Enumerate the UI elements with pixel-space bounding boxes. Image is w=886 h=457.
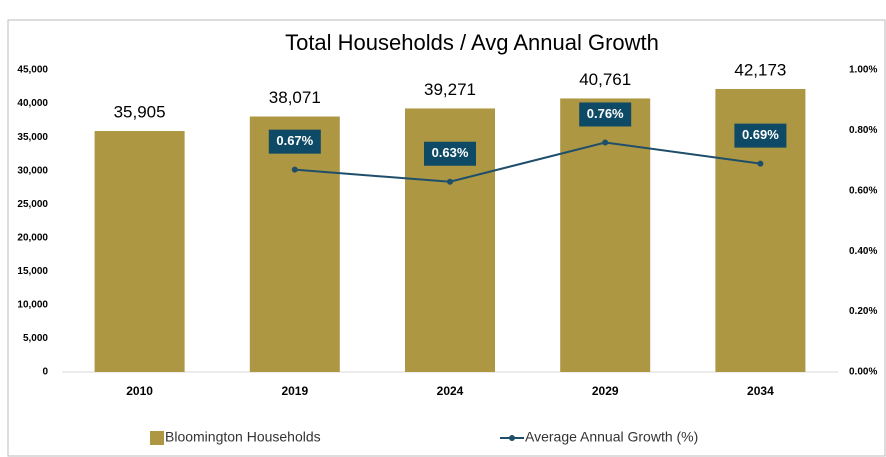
y-tick-label: 35,000 bbox=[17, 132, 48, 143]
x-tick-label: 2034 bbox=[747, 384, 774, 398]
bar bbox=[94, 131, 185, 372]
x-tick-label: 2029 bbox=[592, 384, 619, 398]
bar-value-label: 38,071 bbox=[269, 88, 321, 107]
y2-tick-label: 0.80% bbox=[849, 125, 877, 136]
legend-point bbox=[509, 435, 515, 441]
label-box bbox=[268, 129, 321, 154]
bar bbox=[249, 116, 340, 373]
y2-tick-label: 0.00% bbox=[849, 367, 877, 378]
bar-value-label: 40,761 bbox=[579, 70, 631, 89]
legend-label: Bloomington Households bbox=[165, 429, 321, 445]
y-tick-label: 5,000 bbox=[23, 333, 48, 344]
label-box bbox=[424, 141, 476, 166]
x-tick-label: 2010 bbox=[126, 384, 153, 398]
line-point bbox=[447, 178, 453, 185]
y-tick-label: 40,000 bbox=[17, 98, 48, 109]
y2-tick-label: 0.20% bbox=[849, 306, 877, 317]
line-value-label: 0.63% bbox=[432, 145, 469, 160]
line-point bbox=[291, 166, 298, 173]
label-box bbox=[579, 102, 632, 127]
bar-value-label: 42,173 bbox=[734, 60, 786, 79]
y-tick-label: 20,000 bbox=[17, 232, 48, 243]
y2-tick-label: 0.40% bbox=[849, 246, 877, 257]
label-box bbox=[734, 123, 787, 148]
y2-tick-label: 0.60% bbox=[849, 185, 877, 196]
bar-value-label: 39,271 bbox=[424, 80, 476, 99]
line-value-label: 0.69% bbox=[742, 127, 779, 142]
line-point bbox=[602, 139, 609, 146]
x-tick-label: 2024 bbox=[437, 384, 464, 398]
bar-value-label: 35,905 bbox=[114, 103, 166, 122]
chart-title: Total Households / Avg Annual Growth bbox=[285, 30, 659, 55]
legend-label: Average Annual Growth (%) bbox=[525, 429, 698, 445]
line bbox=[294, 141, 761, 183]
y2-tick-label: 1.00% bbox=[849, 65, 877, 76]
x-tick-label: 2019 bbox=[281, 384, 308, 398]
y-tick-label: 0 bbox=[42, 367, 48, 378]
y-tick-label: 25,000 bbox=[17, 199, 48, 210]
line-value-label: 0.67% bbox=[276, 133, 313, 148]
line-point bbox=[757, 160, 764, 167]
y-tick-label: 30,000 bbox=[17, 165, 48, 176]
y-tick-label: 45,000 bbox=[17, 65, 48, 76]
line-value-label: 0.76% bbox=[587, 106, 624, 121]
y-tick-label: 10,000 bbox=[17, 300, 48, 311]
legend-swatch bbox=[150, 431, 164, 445]
y-tick-label: 15,000 bbox=[17, 266, 48, 277]
